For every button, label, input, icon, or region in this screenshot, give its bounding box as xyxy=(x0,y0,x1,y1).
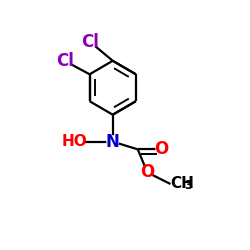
Circle shape xyxy=(58,54,71,68)
Circle shape xyxy=(156,144,166,154)
Text: O: O xyxy=(140,164,154,182)
Text: N: N xyxy=(106,133,120,151)
Circle shape xyxy=(65,132,84,151)
Text: CH: CH xyxy=(170,176,194,190)
Circle shape xyxy=(83,35,96,48)
Text: HO: HO xyxy=(61,134,87,149)
Text: Cl: Cl xyxy=(81,32,98,50)
Text: 3: 3 xyxy=(184,180,192,192)
Text: Cl: Cl xyxy=(56,52,74,70)
Circle shape xyxy=(142,168,152,177)
Text: O: O xyxy=(154,140,168,158)
Circle shape xyxy=(107,136,118,147)
